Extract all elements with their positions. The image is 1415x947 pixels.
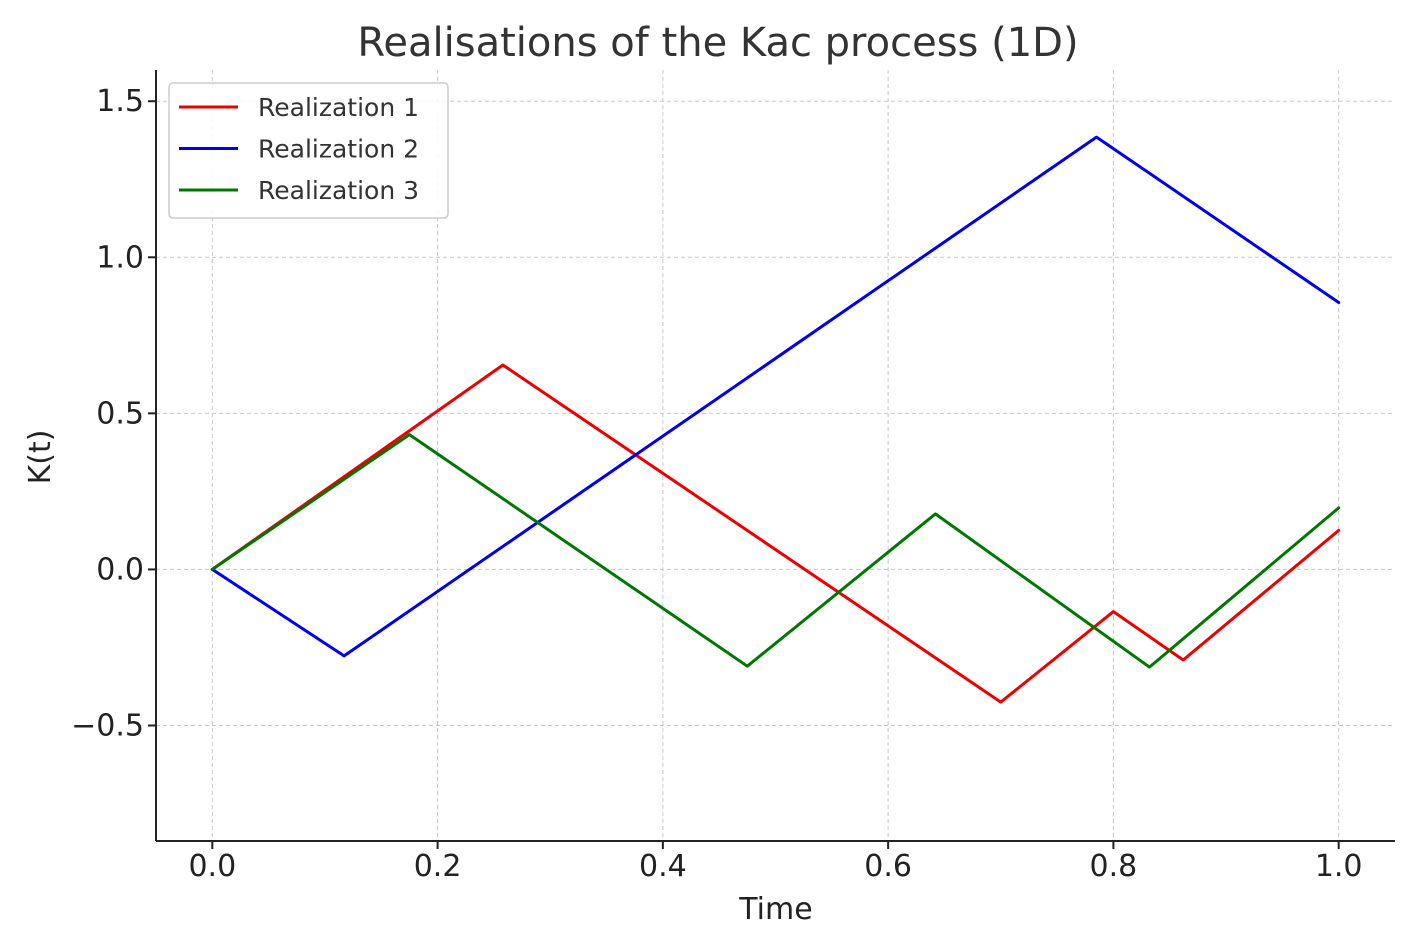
- y-tick-label: 1.5: [96, 84, 144, 119]
- series-line-realization-3: [210, 433, 1341, 669]
- legend-label-realization-2: Realization 2: [258, 135, 419, 164]
- x-tick-label: 0.6: [864, 849, 912, 884]
- x-tick-label: 1.0: [1315, 849, 1363, 884]
- legend-label-realization-3: Realization 3: [258, 176, 419, 205]
- y-axis-ticks: −0.5 0.0 0.5 1.0 1.5: [71, 84, 156, 744]
- series-lines: [210, 135, 1341, 704]
- y-axis-label: K(t): [23, 430, 58, 485]
- chart-title: Realisations of the Kac process (1D): [357, 20, 1078, 66]
- series-line-realization-2: [210, 135, 1341, 658]
- x-axis-ticks: 0.0 0.2 0.4 0.6 0.8 1.0: [188, 841, 1363, 884]
- series-line-realization-1: [210, 363, 1341, 704]
- y-tick-label: 0.5: [96, 396, 144, 431]
- y-tick-label: −0.5: [71, 709, 144, 744]
- x-tick-label: 0.0: [188, 849, 236, 884]
- x-tick-label: 0.4: [639, 849, 687, 884]
- y-tick-label: 0.0: [96, 552, 144, 587]
- legend-box: [168, 82, 449, 219]
- x-tick-label: 0.8: [1090, 849, 1138, 884]
- legend-label-realization-1: Realization 1: [258, 93, 419, 122]
- y-tick-label: 1.0: [96, 240, 144, 275]
- x-tick-label: 0.2: [414, 849, 462, 884]
- x-axis-label: Time: [738, 892, 812, 927]
- legend: Realization 1 Realization 2 Realization 3: [168, 82, 449, 219]
